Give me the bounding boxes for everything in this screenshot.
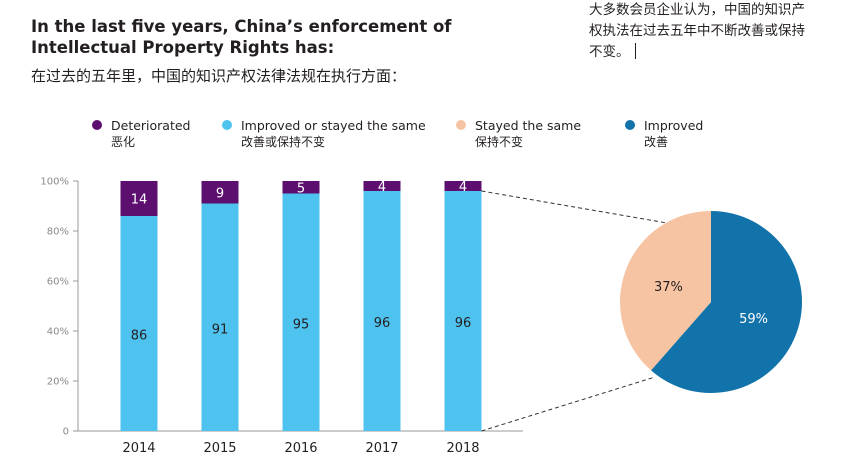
chart-subtitle-zh: 在过去的五年里，中国的知识产权法律法规在执行方面： <box>31 67 407 85</box>
data-label-deteriorated-2017: 4 <box>378 180 386 195</box>
bar-deteriorated-2015 <box>201 181 239 204</box>
legend-label-improved: Improved <box>644 118 704 133</box>
data-label-deteriorated-2014: 14 <box>131 193 148 208</box>
y-tick-label: 100% <box>40 177 69 188</box>
legend-label-stayed-same: Stayed the same <box>475 118 582 133</box>
pie-slice-improved <box>650 211 802 393</box>
pie-slice-stayed-the-same <box>620 211 711 371</box>
bar-improved-or-same-2016 <box>282 193 320 431</box>
summary-note-line-3-text: 不变。 <box>589 44 630 60</box>
y-tick-label: 60% <box>47 277 69 288</box>
legend-swatch-stayed-same <box>456 120 466 130</box>
legend-item-deteriorated: Deteriorated 恶化 <box>92 117 191 151</box>
text-cursor <box>634 43 636 59</box>
summary-note-line-2: 权执法在过去五年中不断改善或保持 <box>589 23 805 39</box>
y-tick-label: 40% <box>47 327 69 338</box>
data-label-improved-or-same-2014: 86 <box>131 329 148 344</box>
summary-note: 大多数会员企业认为，中国的知识产 权执法在过去五年中不断改善或保持 不变。 <box>589 0 839 63</box>
legend-label-improved-zh: 改善 <box>644 135 669 149</box>
bar-deteriorated-2018 <box>444 181 482 191</box>
data-label-improved-or-same-2018: 96 <box>455 316 472 331</box>
legend-label-deteriorated-zh: 恶化 <box>111 135 136 149</box>
data-label-deteriorated-2015: 9 <box>216 186 224 201</box>
y-tick-label: 0 <box>63 427 69 438</box>
chart-title-line-1: In the last five years, China’s enforcem… <box>31 17 452 36</box>
x-tick-label-2014: 2014 <box>122 441 155 456</box>
connector-line-top <box>481 190 668 224</box>
y-tick-label: 20% <box>47 377 69 388</box>
summary-note-line-1: 大多数会员企业认为，中国的知识产 <box>589 2 805 18</box>
legend-item-stayed-same: Stayed the same 保持不变 <box>456 117 582 151</box>
summary-note-line-3: 不变。 <box>589 42 839 63</box>
legend-label-deteriorated: Deteriorated <box>111 118 191 133</box>
x-tick-label-2015: 2015 <box>203 441 236 456</box>
pie-label-improved: 59% <box>739 312 768 327</box>
legend-label-stayed-same-zh: 保持不变 <box>475 135 524 149</box>
x-tick-label-2017: 2017 <box>365 441 398 456</box>
legend-item-improved: Improved 改善 <box>625 117 704 151</box>
x-tick-label-2018: 2018 <box>446 441 479 456</box>
bar-deteriorated-2014 <box>120 181 158 216</box>
data-label-improved-or-same-2015: 91 <box>212 322 229 337</box>
chart-title: In the last five years, China’s enforcem… <box>31 16 491 58</box>
legend-label-improved-or-same-zh: 改善或保持不变 <box>241 135 326 149</box>
data-label-deteriorated-2018: 4 <box>459 180 467 195</box>
legend-item-improved-or-same: Improved or stayed the same 改善或保持不变 <box>222 117 426 151</box>
bar-improved-or-same-2014 <box>120 216 158 431</box>
data-label-improved-or-same-2016: 95 <box>293 317 310 332</box>
bar-deteriorated-2017 <box>363 181 401 191</box>
legend-swatch-improved <box>625 120 635 130</box>
bar-improved-or-same-2018 <box>444 191 482 431</box>
x-tick-label-2016: 2016 <box>284 441 317 456</box>
legend-label-improved-or-same: Improved or stayed the same <box>241 118 426 133</box>
bar-improved-or-same-2015 <box>201 203 239 431</box>
pie-label-stayed-the-same: 37% <box>654 280 683 295</box>
bar-deteriorated-2016 <box>282 181 320 194</box>
legend-swatch-deteriorated <box>92 120 102 130</box>
legend-swatch-improved-or-same <box>222 120 232 130</box>
data-label-improved-or-same-2017: 96 <box>374 316 391 331</box>
legend: Deteriorated 恶化 Improved or stayed the s… <box>0 117 853 157</box>
connector-line-bottom <box>481 376 656 432</box>
data-label-deteriorated-2016: 5 <box>297 181 305 196</box>
chart-title-line-2: Intellectual Property Rights has: <box>31 38 335 57</box>
bar-improved-or-same-2017 <box>363 191 401 431</box>
y-tick-label: 80% <box>47 227 69 238</box>
